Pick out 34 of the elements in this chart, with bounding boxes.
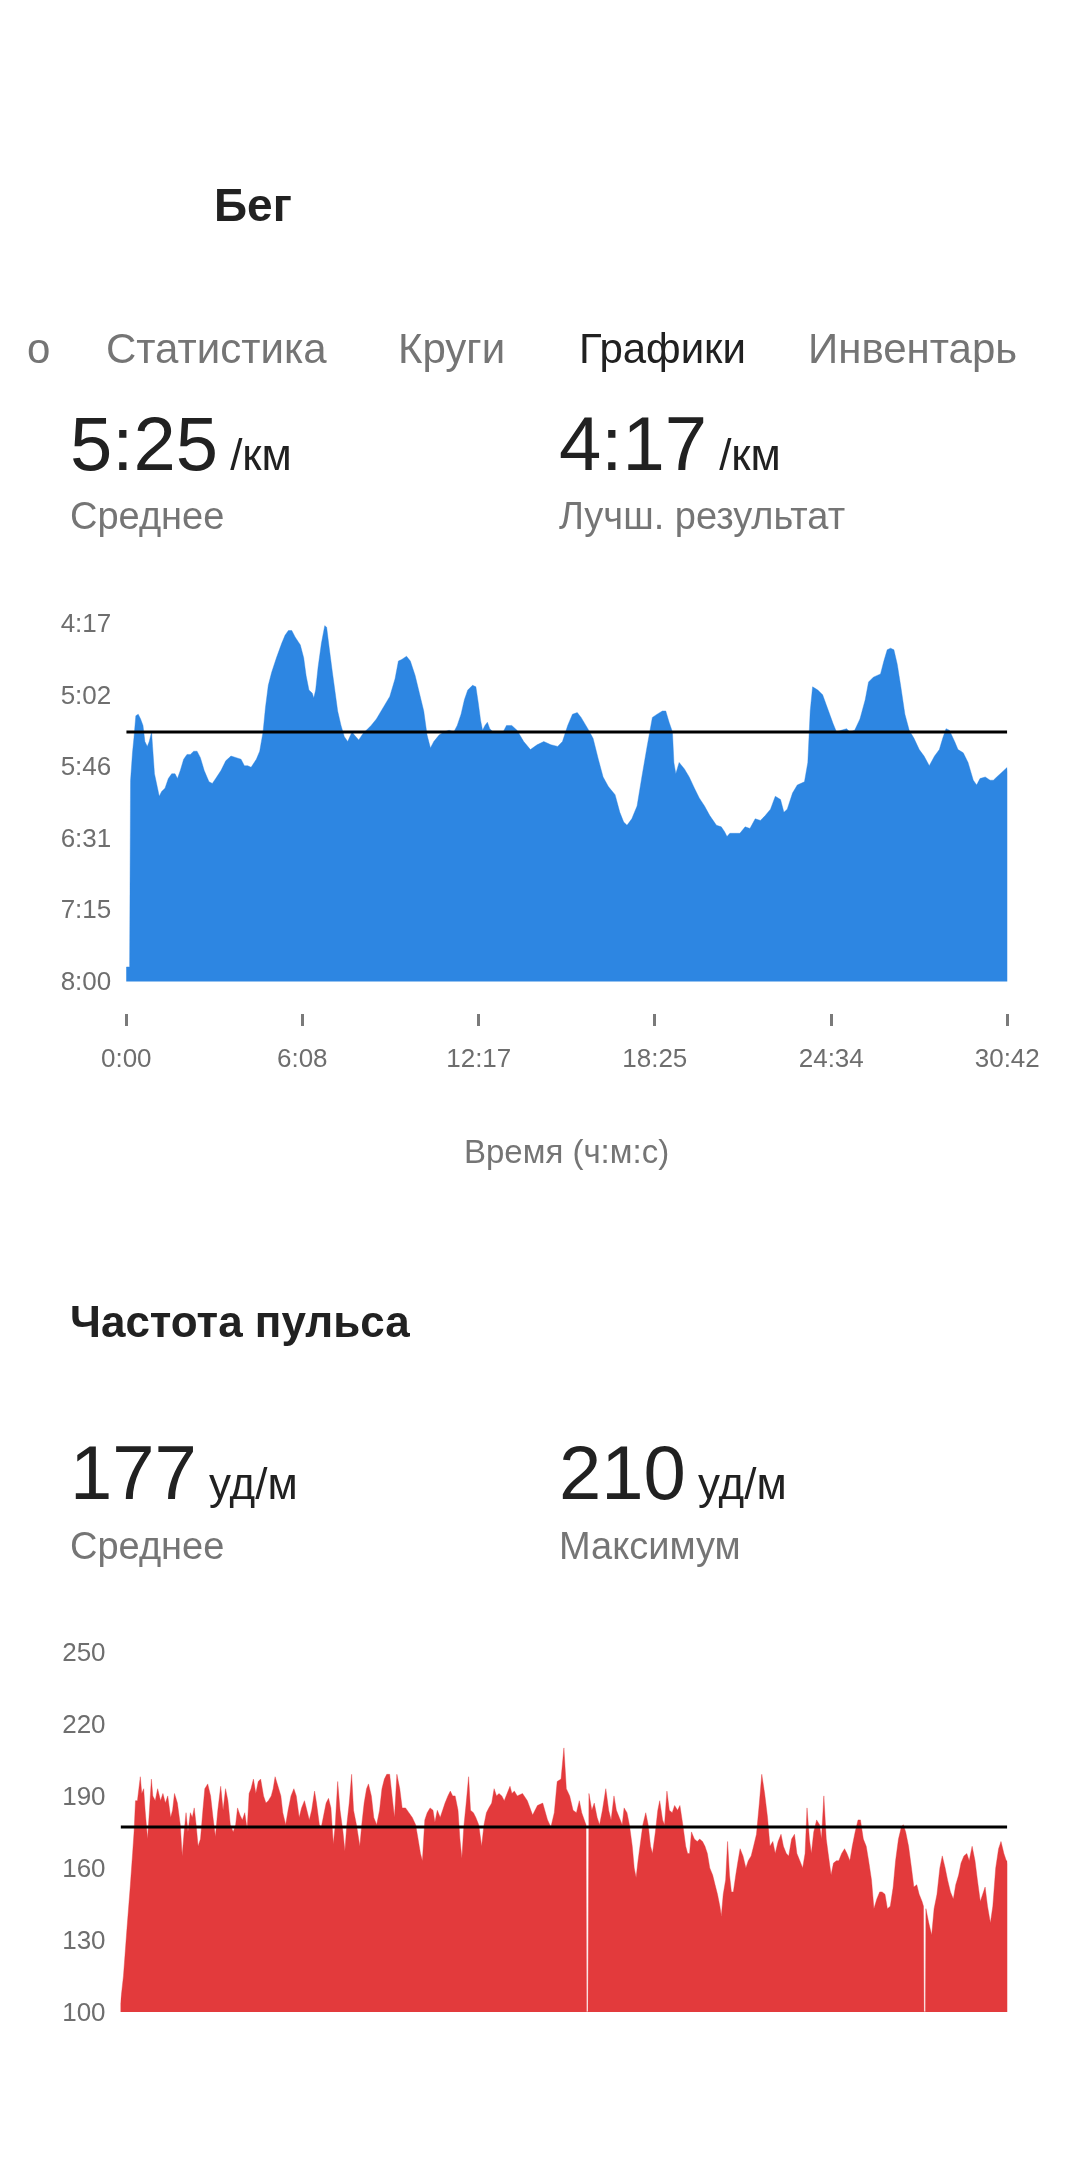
text: Графики [579, 325, 746, 372]
x-tick-label: 12:17 [446, 1043, 512, 1074]
text: Круги [398, 325, 506, 372]
x-axis-title: Время (ч:м:с) [464, 1133, 670, 1170]
y-tick-label: 190 [62, 1781, 106, 1812]
x-tick-label: 0:00 [100, 1043, 152, 1074]
text: Статистика [106, 325, 328, 372]
y-tick-label: 130 [62, 1924, 106, 1955]
x-tick-label: 18:25 [622, 1043, 688, 1074]
y-tick-label: 8:00 [60, 966, 112, 997]
y-tick-label: 7:15 [60, 894, 112, 925]
text: о [27, 325, 51, 372]
chart-title: Частота пульса [70, 1297, 411, 1346]
x-tick-label: 24:34 [798, 1043, 864, 1074]
y-tick-label: 5:02 [60, 679, 112, 710]
x-tick-label: 6:08 [276, 1043, 328, 1074]
text: Среднее [70, 1525, 225, 1567]
text: Среднее [70, 495, 225, 537]
y-tick-label: 160 [62, 1853, 106, 1883]
text: Лучш. результат [559, 495, 846, 537]
text: 177 уд/м [70, 1430, 298, 1515]
text: 4:17 /км [559, 401, 781, 486]
y-tick-label: 4:17 [60, 607, 112, 638]
y-tick-label: 6:31 [60, 823, 112, 854]
text: Максимум [559, 1525, 741, 1567]
y-tick-label: 5:46 [60, 750, 112, 781]
y-tick-label: 250 [62, 1637, 106, 1668]
y-tick-label: 100 [62, 1996, 106, 2027]
x-tick-label: 30:42 [974, 1043, 1040, 1074]
y-tick-label: 220 [62, 1709, 106, 1740]
text: Инвентарь [808, 325, 1018, 372]
text: 5:25 /км [70, 401, 292, 486]
text: Бег [214, 179, 292, 231]
text: 210 уд/м [559, 1430, 787, 1515]
